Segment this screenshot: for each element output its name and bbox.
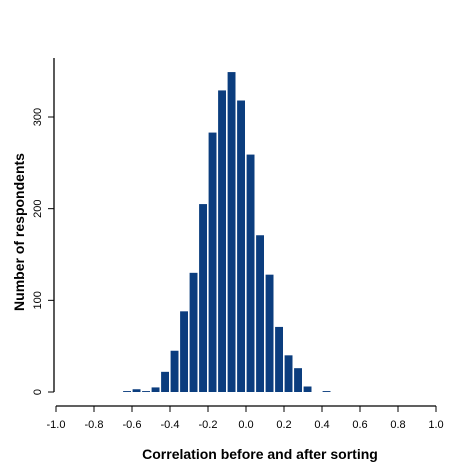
histogram-bar (180, 311, 188, 392)
x-tick-label: -0.2 (199, 419, 218, 431)
histogram-bar (218, 90, 226, 393)
histogram-bar (123, 391, 131, 392)
histogram-bar (246, 154, 255, 392)
y-ticks-group: 0 100 200 300 (32, 108, 54, 395)
histogram-bar (265, 274, 274, 392)
histogram-bar (284, 355, 293, 392)
histogram-bar (322, 391, 331, 392)
y-tick-label: 100 (32, 291, 44, 309)
bars-group (123, 72, 331, 393)
x-ticks-group: -1.0 -0.8 -0.6 -0.4 -0.2 0.0 0.2 0.4 0.6 0.8 1.0 (47, 406, 444, 431)
x-tick-label: 1.0 (428, 419, 443, 431)
x-tick-label: 0.2 (276, 419, 291, 431)
histogram-bar (161, 371, 169, 392)
histogram-bar (294, 368, 302, 392)
histogram-bar (151, 387, 160, 392)
histogram-bar (208, 132, 217, 392)
x-tick-label: -0.4 (161, 419, 180, 431)
x-tick-label: 0.8 (390, 419, 405, 431)
histogram-bar (275, 326, 283, 392)
y-tick-label: 300 (32, 108, 44, 126)
histogram-bar (170, 350, 179, 392)
histogram-bar (256, 235, 264, 392)
histogram-bar (142, 391, 150, 392)
y-tick-label: 0 (32, 389, 44, 395)
histogram-bar (132, 389, 141, 392)
x-tick-label: 0.4 (314, 419, 329, 431)
histogram-bar (189, 272, 198, 392)
x-axis-title: Correlation before and after sorting (142, 446, 378, 462)
x-tick-label: -0.8 (85, 419, 104, 431)
histogram-bar (199, 204, 207, 392)
histogram-bar (227, 72, 236, 392)
y-tick-label: 200 (32, 199, 44, 217)
x-tick-label: -0.6 (123, 419, 142, 431)
histogram-bar (303, 386, 312, 392)
x-tick-label: -1.0 (47, 419, 66, 431)
histogram-bar (237, 100, 245, 392)
y-axis-title: Number of respondents (11, 153, 27, 311)
x-tick-label: 0.0 (238, 419, 253, 431)
x-tick-label: 0.6 (352, 419, 367, 431)
